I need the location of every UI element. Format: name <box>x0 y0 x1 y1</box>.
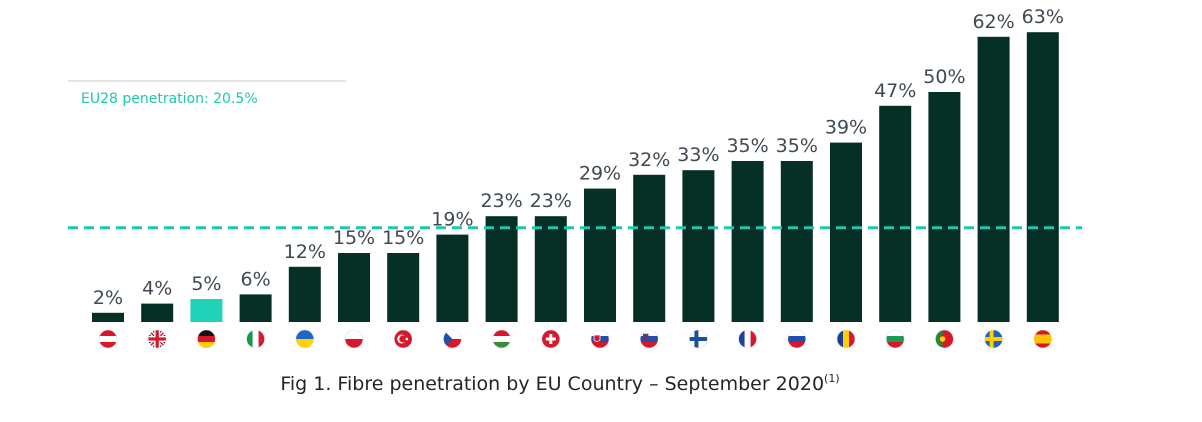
bar-portugal <box>928 92 961 322</box>
data-label: 33% <box>677 144 719 166</box>
flag-pl-icon <box>344 329 364 349</box>
bar-poland <box>338 253 370 322</box>
flag-sk-icon <box>590 329 610 349</box>
bars-group <box>92 32 1059 323</box>
flag-ch-icon <box>541 329 561 349</box>
flag-ro-icon <box>836 329 856 349</box>
bar-finland <box>682 170 715 322</box>
flag-tr-icon <box>393 329 413 349</box>
flag-bg-icon <box>885 329 905 349</box>
data-label: 15% <box>333 227 375 249</box>
data-label: 39% <box>825 117 867 139</box>
data-label: 6% <box>241 268 271 290</box>
data-label: 50% <box>923 66 965 88</box>
data-label: 35% <box>726 135 768 157</box>
bar-turkey <box>387 253 420 322</box>
caption-footnote-marker: (1) <box>824 372 840 385</box>
flag-fr-icon <box>738 329 757 349</box>
flag-pt-icon <box>935 329 954 349</box>
data-label: 23% <box>480 190 522 212</box>
flag-ua-icon <box>295 329 315 349</box>
bar-slovakia <box>584 188 616 322</box>
bar-france <box>731 161 764 322</box>
bar-bulgaria <box>879 105 912 322</box>
bar-austria <box>92 312 124 322</box>
data-label: 19% <box>431 209 473 231</box>
bar-spain <box>1026 32 1059 322</box>
data-label: 12% <box>284 241 326 263</box>
data-label: 47% <box>874 80 916 102</box>
bar-united-kingdom <box>141 303 174 322</box>
data-label: 32% <box>628 149 670 171</box>
data-label: 35% <box>776 135 818 157</box>
data-label: 2% <box>93 287 123 309</box>
flag-ru-icon <box>787 329 807 349</box>
bar-romania <box>830 142 862 322</box>
data-label: 4% <box>142 278 172 300</box>
data-label: 29% <box>579 163 621 185</box>
bar-ukraine <box>288 266 321 322</box>
flag-hu-icon <box>492 329 511 349</box>
bar-germany <box>190 299 223 322</box>
country-flags-group <box>98 329 1053 349</box>
flag-at-icon <box>98 329 118 349</box>
data-label: 63% <box>1022 6 1064 28</box>
data-label: 23% <box>530 190 572 212</box>
bar-hungary <box>485 216 518 322</box>
bar-sweden <box>977 36 1010 323</box>
caption-text: Fig 1. Fibre penetration by EU Country –… <box>280 373 825 395</box>
bar-slovenia <box>633 174 666 322</box>
value-labels-group: 2% 4% 5% 6% 12% 15% 15% 19% 23% 23% 29% 32% 33% 35% 35… <box>93 6 1064 309</box>
bar-russia <box>780 161 813 322</box>
flag-se-icon <box>984 329 1003 349</box>
bar-switzerland <box>534 216 567 322</box>
flag-fi-icon <box>689 329 708 349</box>
bar-czech-republic <box>436 234 469 322</box>
figure-caption: Fig 1. Fibre penetration by EU Country –… <box>0 372 1120 395</box>
data-label: 5% <box>191 273 221 295</box>
flag-gb-icon <box>147 329 167 349</box>
flag-es-icon <box>1033 329 1053 349</box>
flag-cz-icon <box>443 329 462 349</box>
flag-de-icon <box>197 329 216 349</box>
flag-si-icon <box>639 329 659 349</box>
reference-line-label: EU28 penetration: 20.5% <box>81 91 258 107</box>
data-label: 15% <box>382 227 424 249</box>
bar-italy <box>239 294 272 322</box>
data-label: 62% <box>972 11 1014 33</box>
flag-it-icon <box>246 329 265 349</box>
